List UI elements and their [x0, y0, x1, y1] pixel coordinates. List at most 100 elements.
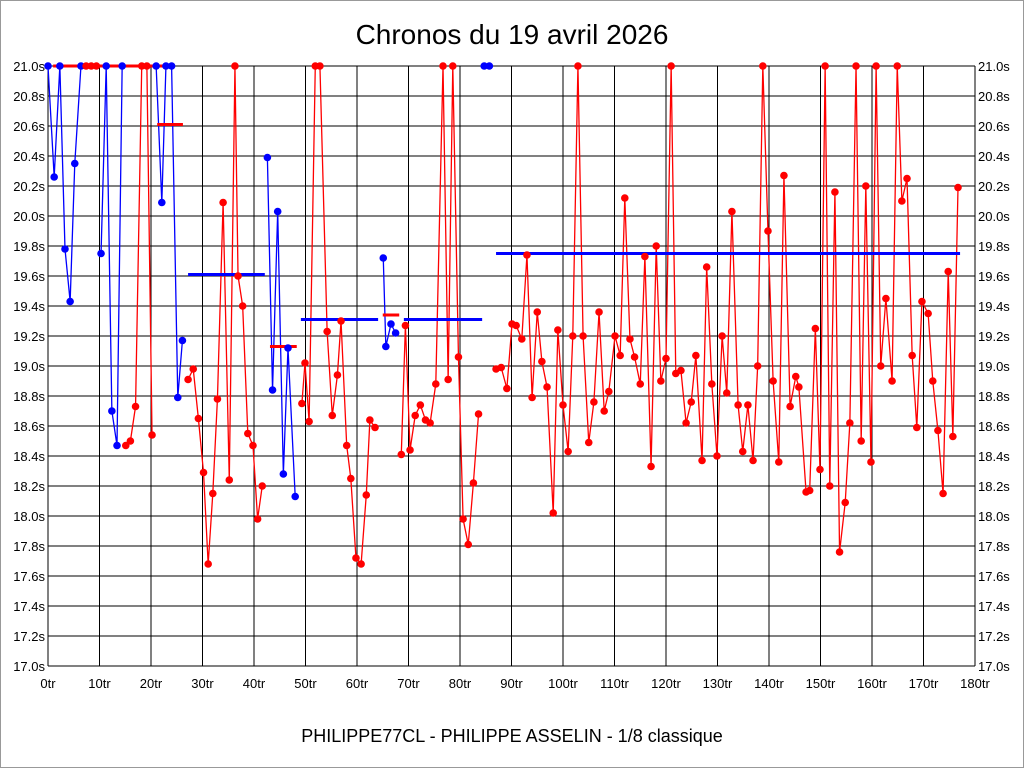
data-point-red — [347, 474, 355, 483]
x-tick-label: 150tr — [806, 676, 836, 691]
data-point-blue — [66, 297, 74, 306]
data-point-red — [568, 332, 577, 340]
data-point-red — [328, 411, 337, 420]
x-tick-label: 180tr — [960, 676, 990, 691]
data-point-blue — [178, 336, 187, 345]
data-point-red — [538, 357, 546, 366]
data-point-red — [647, 462, 655, 471]
x-tick-label: 130tr — [703, 676, 733, 691]
y-axis-right: 21.0s 20.8s 20.6s 20.4s 20.2s 20.0s 19.8s 19.6s… — [978, 59, 1010, 674]
y-tick-label-right: 17.0s — [978, 659, 1010, 674]
y-tick-label-right: 19.0s — [978, 359, 1010, 374]
data-point-red — [411, 411, 419, 420]
x-tick-label: 110tr — [600, 676, 629, 691]
series-line-blue — [100, 65, 123, 446]
data-point-red — [189, 365, 198, 373]
data-point-red — [600, 407, 608, 415]
data-point-blue — [70, 159, 79, 168]
data-point-red — [816, 465, 824, 474]
data-point-red — [918, 297, 926, 306]
y-tick-label-left: 17.2s — [13, 629, 45, 644]
y-tick-label-right: 17.4s — [978, 599, 1010, 614]
data-point-red — [342, 441, 351, 450]
data-point-red — [687, 398, 696, 406]
data-point-red — [126, 437, 135, 445]
data-point-red — [305, 417, 313, 426]
series-line-blue — [266, 157, 296, 497]
data-point-red — [549, 509, 558, 517]
data-point-blue — [173, 393, 182, 402]
data-point-red — [774, 458, 783, 466]
data-point-red — [503, 384, 511, 393]
data-point-red — [554, 326, 562, 334]
data-point-blue — [158, 198, 166, 207]
data-point-red — [898, 197, 906, 205]
data-point-red — [523, 251, 531, 259]
x-tick-label: 60tr — [346, 676, 369, 691]
y-tick-label-left: 19.2s — [13, 329, 45, 344]
data-point-red — [702, 263, 711, 271]
y-tick-label-right: 18.4s — [978, 449, 1010, 464]
data-point-red — [630, 353, 639, 361]
data-point-blue — [152, 62, 160, 70]
average-bars — [53, 64, 961, 348]
y-tick-label-left: 18.2s — [13, 479, 45, 494]
data-point-red — [559, 401, 567, 409]
x-tick-label: 0tr — [40, 676, 56, 691]
data-point-red — [337, 317, 345, 325]
data-point-red — [298, 399, 306, 408]
data-point-blue — [167, 62, 176, 70]
data-point-red — [397, 450, 406, 459]
data-point-red — [682, 419, 690, 427]
data-point-red — [92, 62, 101, 70]
data-point-red — [579, 332, 587, 340]
data-point-red — [928, 377, 937, 385]
data-point-red — [209, 489, 217, 498]
data-point-red — [213, 395, 222, 403]
data-point-red — [753, 362, 762, 370]
y-tick-label-left: 19.8s — [13, 239, 45, 254]
x-tick-label: 20tr — [140, 676, 163, 691]
data-point-red — [786, 402, 794, 411]
data-point-red — [590, 398, 598, 406]
data-point-red — [908, 351, 916, 360]
x-tick-label: 70tr — [397, 676, 420, 691]
data-point-blue — [44, 62, 52, 70]
data-point-red — [903, 174, 911, 183]
x-tick-label: 100tr — [548, 676, 578, 691]
data-point-blue — [97, 249, 105, 258]
y-tick-label-right: 20.2s — [978, 179, 1010, 194]
data-point-red — [636, 380, 645, 388]
data-point-blue — [382, 342, 390, 351]
data-point-red — [764, 227, 772, 235]
data-point-blue — [284, 344, 292, 352]
y-tick-label-right: 18.2s — [978, 479, 1010, 494]
data-point-red — [692, 351, 700, 360]
y-tick-label-right: 18.8s — [978, 389, 1010, 404]
data-point-red — [791, 372, 800, 381]
series-line-red — [301, 65, 376, 566]
data-point-red — [184, 375, 192, 384]
y-tick-label-left: 18.0s — [13, 509, 45, 524]
data-point-blue — [379, 254, 388, 262]
y-tick-label-left: 19.6s — [13, 269, 45, 284]
data-point-red — [464, 540, 473, 549]
data-point-red — [626, 335, 634, 343]
data-point-red — [234, 272, 242, 280]
y-tick-label-right: 21.0s — [978, 59, 1010, 74]
data-point-red — [698, 456, 706, 465]
data-point-red — [924, 309, 932, 318]
data-point-red — [595, 308, 603, 316]
data-point-blue — [113, 441, 121, 450]
data-point-blue — [61, 245, 69, 253]
series-line-red — [400, 65, 480, 545]
data-point-red — [744, 401, 752, 409]
data-point-red — [406, 446, 414, 454]
data-point-red — [301, 359, 309, 367]
data-point-red — [219, 198, 227, 207]
data-point-red — [662, 354, 670, 363]
y-tick-label-left: 17.0s — [13, 659, 45, 674]
y-axis-left: 21.0s 20.8s 20.6s 20.4s 20.2s 20.0s 19.8s 19.6s… — [13, 59, 45, 674]
y-tick-label-left: 18.8s — [13, 389, 45, 404]
data-point-red — [876, 362, 885, 370]
